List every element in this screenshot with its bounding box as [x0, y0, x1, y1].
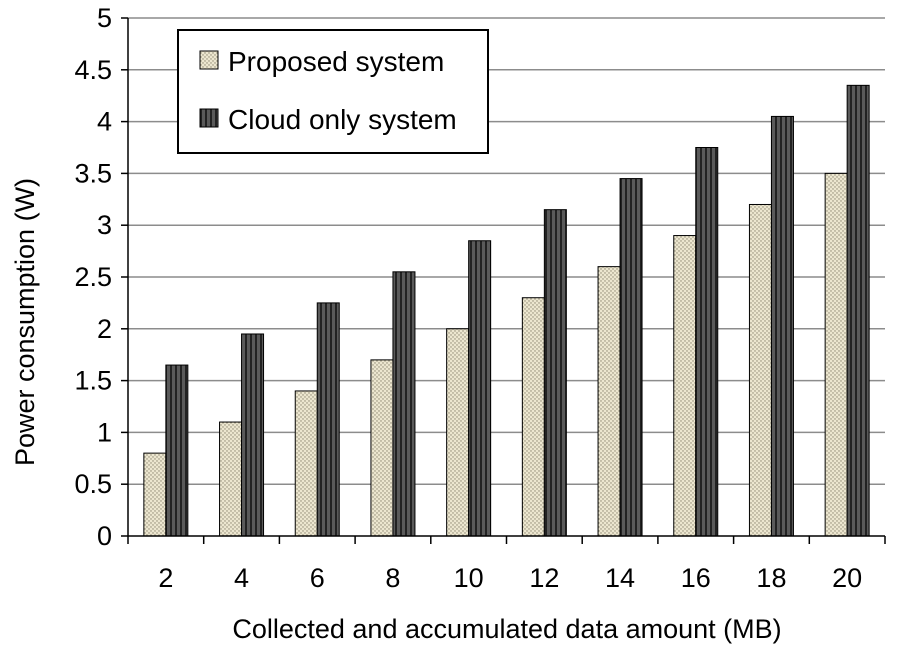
- y-tick-label: 3: [97, 210, 112, 240]
- x-tick-label: 8: [385, 563, 400, 593]
- x-tick-label: 16: [681, 563, 711, 593]
- bar-cloud: [468, 240, 492, 537]
- x-tick-label: 2: [158, 563, 173, 593]
- x-tick-label: 6: [310, 563, 325, 593]
- y-tick-label: 3.5: [74, 158, 112, 188]
- bar-proposed: [370, 359, 394, 537]
- x-tick-label: 18: [756, 563, 786, 593]
- bar-cloud: [695, 147, 719, 537]
- axes: [121, 17, 886, 544]
- bar-cloud: [619, 178, 643, 537]
- x-tick-label: 4: [234, 563, 249, 593]
- bar-proposed: [673, 235, 697, 537]
- bar-proposed: [219, 421, 243, 537]
- bar-proposed: [446, 328, 470, 537]
- y-tick-label: 4: [97, 107, 112, 137]
- y-tick-label: 0: [97, 521, 112, 551]
- bar-proposed: [824, 172, 848, 537]
- y-tick-label: 5: [97, 3, 112, 33]
- bar-proposed: [294, 390, 318, 537]
- x-tick-label: 20: [832, 563, 862, 593]
- y-tick-label: 2.5: [74, 262, 112, 292]
- y-tick-label: 1: [97, 417, 112, 447]
- bar-cloud: [165, 364, 189, 537]
- x-tick-label: 12: [529, 563, 559, 593]
- legend-swatch-cloud: [199, 108, 219, 128]
- bar-cloud: [543, 209, 567, 537]
- y-tick-label: 0.5: [74, 469, 112, 499]
- bars: [143, 84, 870, 537]
- bar-proposed: [143, 452, 167, 537]
- bar-cloud: [392, 271, 416, 537]
- tick-labels: 0 0.5 1 1.5 2 2.5 3 3.5 4 4.5 5 2 4 6 8 10 12 14 16 18 20: [74, 3, 862, 593]
- legend-swatch-proposed: [199, 50, 219, 70]
- y-tick-label: 4.5: [74, 55, 112, 85]
- legend-label-cloud: Cloud only system: [228, 104, 457, 135]
- bar-cloud: [770, 115, 794, 537]
- legend: Proposed system Cloud only system: [177, 29, 489, 154]
- bar-proposed: [597, 266, 621, 537]
- y-tick-label: 2: [97, 314, 112, 344]
- x-axis-title: Collected and accumulated data amount (M…: [232, 614, 781, 644]
- legend-label-proposed: Proposed system: [228, 46, 444, 77]
- x-tick-label: 14: [605, 563, 635, 593]
- legend-box: [177, 29, 489, 154]
- bar-cloud: [846, 84, 870, 537]
- y-axis-title: Power consumption (W): [10, 178, 40, 466]
- bar-cloud: [241, 333, 265, 537]
- y-tick-label: 1.5: [74, 366, 112, 396]
- bar-cloud: [316, 302, 340, 537]
- bar-proposed: [521, 297, 545, 537]
- x-tick-label: 10: [454, 563, 484, 593]
- bar-proposed: [748, 203, 772, 537]
